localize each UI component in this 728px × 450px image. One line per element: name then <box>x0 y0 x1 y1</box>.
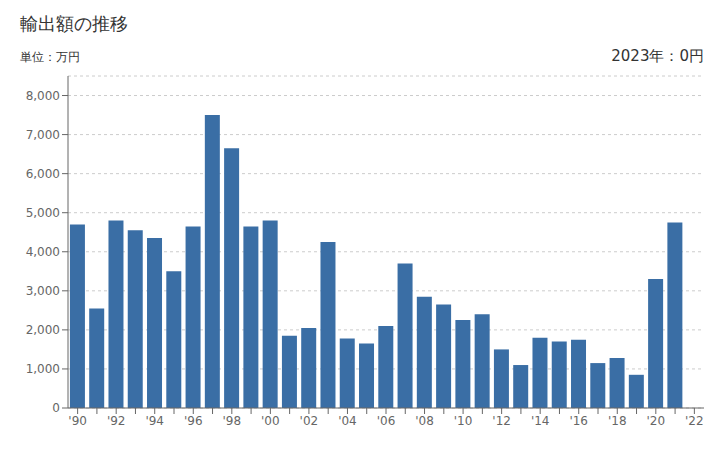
html-text:単位：万円: 単位：万円 <box>20 50 80 64</box>
svg-text:7,000: 7,000 <box>26 128 60 142</box>
svg-text:'04: '04 <box>338 414 357 428</box>
svg-text:'22: '22 <box>685 414 704 428</box>
svg-text:0: 0 <box>52 401 60 415</box>
svg-text:'98: '98 <box>223 414 242 428</box>
svg-text:'12: '12 <box>492 414 511 428</box>
svg-text:'92: '92 <box>107 414 126 428</box>
svg-text:'20: '20 <box>647 414 666 428</box>
svg-text:2,000: 2,000 <box>26 323 60 337</box>
svg-text:'90: '90 <box>68 414 87 428</box>
svg-text:'06: '06 <box>377 414 396 428</box>
svg-text:'14: '14 <box>531 414 550 428</box>
svg-text:1,000: 1,000 <box>26 362 60 376</box>
html-text:2023年：0円: 2023年：0円 <box>611 47 704 65</box>
svg-text:'16: '16 <box>569 414 588 428</box>
svg-text:4,000: 4,000 <box>26 245 60 259</box>
svg-text:8,000: 8,000 <box>26 89 60 103</box>
svg-text:'96: '96 <box>184 414 203 428</box>
svg-text:5,000: 5,000 <box>26 206 60 220</box>
svg-text:'02: '02 <box>300 414 319 428</box>
svg-text:6,000: 6,000 <box>26 167 60 181</box>
svg-text:'94: '94 <box>145 414 164 428</box>
html-text:輸出額の推移: 輸出額の推移 <box>20 13 128 34</box>
svg-text:'00: '00 <box>261 414 280 428</box>
svg-text:3,000: 3,000 <box>26 284 60 298</box>
svg-text:'10: '10 <box>454 414 473 428</box>
svg-text:'08: '08 <box>415 414 434 428</box>
svg-text:'18: '18 <box>608 414 627 428</box>
